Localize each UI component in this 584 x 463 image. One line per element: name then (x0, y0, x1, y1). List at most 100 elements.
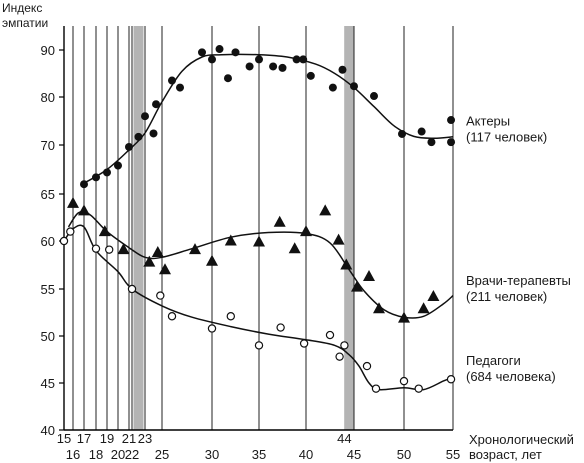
point-teachers (414, 384, 423, 393)
point-actors (176, 83, 184, 92)
point-physicians (373, 302, 385, 314)
series-labels: Актеры(117 человек) Врачи-терапевты(211 ч… (466, 114, 571, 384)
point-physicians (67, 196, 79, 208)
point-actors (168, 76, 176, 85)
point-physicians (253, 235, 265, 247)
point-teachers (335, 352, 344, 361)
point-physicians (143, 255, 156, 267)
point-physicians (273, 215, 286, 227)
point-actors (134, 132, 143, 141)
y-tick-label: 40 (41, 423, 55, 438)
vertical-gridlines (63, 26, 454, 430)
series-label-actors: (117 человек) (466, 130, 547, 145)
x-tick-label: 35 (252, 447, 266, 462)
point-teachers (207, 324, 217, 333)
point-actors (269, 62, 278, 71)
y-tick-label: 70 (41, 138, 55, 153)
point-physicians (189, 243, 201, 255)
point-actors (208, 55, 216, 64)
point-physicians (206, 254, 218, 266)
shaded-band-1 (133, 26, 144, 430)
point-physicians (288, 242, 301, 254)
point-teachers (226, 312, 235, 321)
point-physicians (340, 258, 353, 270)
y-axis-ticks: 40 45 50 55 60 65 70 80 90 (41, 43, 64, 438)
point-teachers (340, 341, 349, 350)
point-teachers (325, 330, 335, 340)
point-actors (103, 168, 111, 177)
series-label-physicians: (211 человек) (466, 289, 547, 304)
point-teachers (104, 245, 114, 254)
series-label-teachers: (684 человека) (466, 369, 556, 384)
point-physicians (319, 204, 332, 216)
x-axis-label-line: возраст, лет (469, 447, 542, 462)
y-tick-label: 65 (41, 187, 55, 202)
shaded-band-2 (344, 26, 355, 430)
point-teachers (399, 376, 409, 386)
curve-actors (83, 53, 454, 184)
y-axis-label-line: Индекс (2, 1, 42, 15)
point-actors (198, 48, 206, 57)
x-tick-label: 20 (111, 447, 125, 462)
point-actors (278, 63, 287, 72)
x-tick-label: 22 (125, 447, 139, 462)
series-label-teachers: Педагоги (466, 353, 521, 368)
x-tick-label: 45 (347, 447, 361, 462)
point-actors (370, 92, 378, 101)
y-tick-label: 45 (41, 376, 55, 391)
x-axis-label-line: Хронологический (469, 432, 574, 447)
point-teachers (299, 339, 309, 348)
point-physicians (151, 246, 164, 257)
point-actors (417, 127, 426, 136)
x-tick-label: 23 (138, 431, 152, 446)
point-teachers (362, 361, 372, 371)
x-tick-label: 55 (446, 447, 460, 462)
point-actors (306, 71, 315, 80)
point-physicians (417, 302, 430, 314)
y-axis-label-line: эмпатии (2, 16, 48, 30)
point-actors (292, 55, 301, 64)
point-actors (338, 65, 347, 74)
point-actors (80, 180, 88, 189)
y-tick-label: 55 (41, 282, 55, 297)
point-physicians (427, 290, 440, 301)
point-actors (245, 62, 254, 71)
point-actors (398, 129, 406, 138)
shaded-bands (133, 26, 355, 430)
point-actors (447, 116, 456, 125)
point-actors (255, 55, 263, 64)
point-actors (427, 138, 436, 147)
x-tick-label: 40 (299, 447, 313, 462)
series-label-physicians: Врачи-терапевты (466, 273, 571, 288)
curve-physicians (67, 210, 454, 319)
x-tick-label: 17 (77, 431, 91, 446)
point-actors (328, 83, 337, 92)
point-actors (141, 112, 149, 121)
x-tick-label: 50 (397, 447, 411, 462)
y-tick-label: 60 (41, 234, 55, 249)
point-teachers (91, 244, 101, 253)
y-tick-label: 50 (41, 329, 55, 344)
x-axis-tick-labels: 15 17 19 21 23 44 16 18 20 22 25 30 35 40 45 50 55 (57, 431, 460, 462)
point-teachers (167, 312, 177, 321)
point-physicians (117, 243, 130, 255)
x-tick-label: 16 (66, 447, 80, 462)
point-teachers (446, 375, 456, 384)
point-physicians (351, 280, 363, 292)
point-physicians (224, 234, 237, 246)
point-teachers (59, 236, 69, 246)
point-actors (125, 142, 133, 151)
point-actors (92, 173, 100, 182)
point-teachers (371, 384, 381, 393)
x-tick-label: 15 (57, 431, 71, 446)
y-tick-label: 80 (41, 90, 55, 105)
series-label-actors: Актеры (466, 114, 510, 129)
point-teachers (127, 284, 137, 294)
y-tick-label: 90 (41, 43, 55, 58)
point-physicians (159, 263, 171, 275)
point-actors (152, 100, 161, 109)
axes (63, 26, 453, 431)
